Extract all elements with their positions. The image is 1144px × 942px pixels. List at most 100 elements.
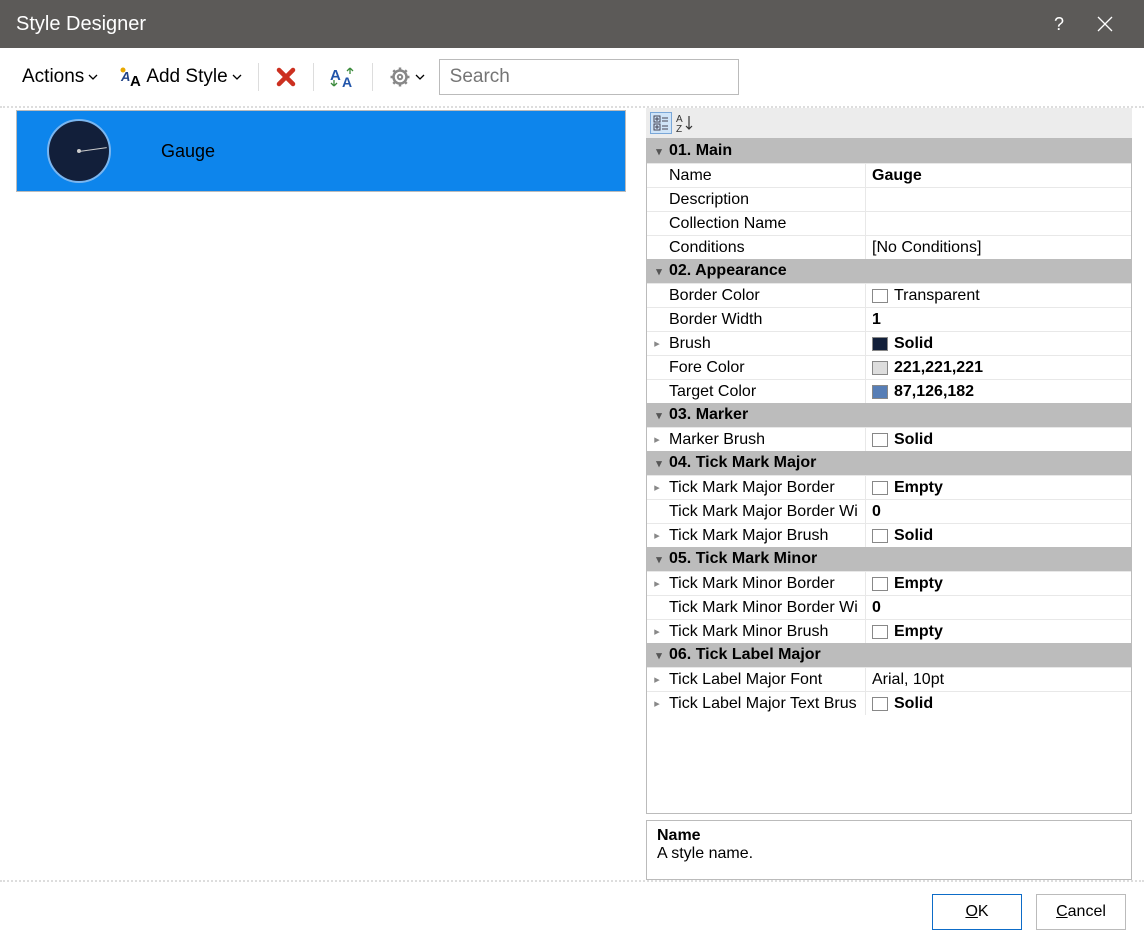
- color-swatch: [872, 529, 888, 543]
- window-title: Style Designer: [16, 13, 1036, 36]
- category-header[interactable]: ▾05. Tick Mark Minor: [647, 547, 1131, 571]
- property-grid-toolbar: A Z: [646, 108, 1132, 138]
- property-row[interactable]: ▸Tick Mark Minor BrushEmpty: [647, 619, 1131, 643]
- category-header[interactable]: ▾02. Appearance: [647, 259, 1131, 283]
- actions-label: Actions: [22, 66, 84, 88]
- color-swatch: [872, 385, 888, 399]
- property-row[interactable]: Collection Name: [647, 211, 1131, 235]
- category-header[interactable]: ▾04. Tick Mark Major: [647, 451, 1131, 475]
- property-value[interactable]: Solid: [865, 428, 1131, 451]
- style-item-gauge[interactable]: Gauge: [17, 111, 625, 191]
- property-row[interactable]: ▸Tick Label Major FontArial, 10pt: [647, 667, 1131, 691]
- property-row[interactable]: ▸Tick Mark Minor BorderEmpty: [647, 571, 1131, 595]
- property-value-text: 1: [872, 311, 881, 329]
- font-size-button[interactable]: A A: [324, 61, 362, 93]
- property-row[interactable]: Target Color 87,126,182: [647, 379, 1131, 403]
- property-value-text: [No Conditions]: [872, 239, 981, 257]
- collapse-icon[interactable]: ▾: [651, 145, 667, 158]
- property-row[interactable]: Fore Color221,221,221: [647, 355, 1131, 379]
- collapse-icon[interactable]: ▾: [651, 265, 667, 278]
- category-header[interactable]: ▾01. Main: [647, 139, 1131, 163]
- property-value[interactable]: [No Conditions]: [865, 236, 1131, 259]
- collapse-icon[interactable]: ▾: [651, 649, 667, 662]
- add-style-icon: A A: [118, 66, 142, 88]
- collapse-icon[interactable]: ▾: [651, 553, 667, 566]
- property-value[interactable]: Gauge: [865, 164, 1131, 187]
- property-row[interactable]: ▸Brush Solid: [647, 331, 1131, 355]
- expand-icon[interactable]: ▸: [647, 697, 667, 710]
- category-title: 05. Tick Mark Minor: [667, 550, 817, 568]
- collapse-icon[interactable]: ▾: [651, 409, 667, 422]
- cancel-button[interactable]: Cancel: [1036, 894, 1126, 930]
- property-value[interactable]: [865, 212, 1131, 235]
- close-icon[interactable]: [1082, 0, 1128, 48]
- property-row[interactable]: ▸Tick Label Major Text BrusSolid: [647, 691, 1131, 715]
- property-grid-scroll[interactable]: ▾01. MainNameGauge Description Collection …: [647, 139, 1131, 813]
- search-input[interactable]: [439, 59, 739, 95]
- property-value[interactable]: [865, 188, 1131, 211]
- color-swatch: [872, 289, 888, 303]
- expand-icon[interactable]: ▸: [647, 433, 667, 446]
- property-row[interactable]: NameGauge: [647, 163, 1131, 187]
- property-value[interactable]: 87,126,182: [865, 380, 1131, 403]
- property-value[interactable]: Empty: [865, 476, 1131, 499]
- property-label: Tick Mark Minor Border Wi: [667, 599, 865, 617]
- property-value[interactable]: Transparent: [865, 284, 1131, 307]
- property-row[interactable]: ▸Marker BrushSolid: [647, 427, 1131, 451]
- property-row[interactable]: Description: [647, 187, 1131, 211]
- font-size-icon: A A: [330, 65, 356, 89]
- categorized-view-button[interactable]: [650, 112, 672, 134]
- property-value[interactable]: 221,221,221: [865, 356, 1131, 379]
- property-value[interactable]: 0: [865, 500, 1131, 523]
- color-swatch: [872, 337, 888, 351]
- property-value[interactable]: Arial, 10pt: [865, 668, 1131, 691]
- property-value-text: Empty: [894, 623, 943, 641]
- property-value-text: 87,126,182: [894, 383, 974, 401]
- alphabetical-view-button[interactable]: A Z: [674, 112, 696, 134]
- property-label: Conditions: [667, 239, 865, 257]
- svg-text:A: A: [330, 67, 341, 84]
- expand-icon[interactable]: ▸: [647, 673, 667, 686]
- property-row[interactable]: Tick Mark Major Border Wi0: [647, 499, 1131, 523]
- expand-icon[interactable]: ▸: [647, 337, 667, 350]
- property-row[interactable]: Conditions [No Conditions]: [647, 235, 1131, 259]
- actions-dropdown[interactable]: Actions: [16, 62, 104, 92]
- property-row[interactable]: Tick Mark Minor Border Wi0: [647, 595, 1131, 619]
- main-area: Gauge A Z ▾01. MainNameGaugeDes: [0, 108, 1144, 882]
- help-icon[interactable]: ?: [1036, 0, 1082, 48]
- property-row[interactable]: Border ColorTransparent: [647, 283, 1131, 307]
- expand-icon[interactable]: ▸: [647, 625, 667, 638]
- property-value-text: Empty: [894, 575, 943, 593]
- ok-button[interactable]: OK: [932, 894, 1022, 930]
- collapse-icon[interactable]: ▾: [651, 457, 667, 470]
- property-value[interactable]: Solid: [865, 692, 1131, 715]
- property-label: Description: [667, 191, 865, 209]
- property-row[interactable]: ▸Tick Mark Major BorderEmpty: [647, 475, 1131, 499]
- property-value-text: Gauge: [872, 167, 922, 185]
- property-value[interactable]: 1: [865, 308, 1131, 331]
- expand-icon[interactable]: ▸: [647, 529, 667, 542]
- property-row[interactable]: Border Width1: [647, 307, 1131, 331]
- category-header[interactable]: ▾06. Tick Label Major: [647, 643, 1131, 667]
- property-value[interactable]: 0: [865, 596, 1131, 619]
- delete-button[interactable]: [269, 62, 303, 92]
- category-header[interactable]: ▾03. Marker: [647, 403, 1131, 427]
- property-label: Brush: [667, 335, 865, 353]
- property-value[interactable]: Solid: [865, 524, 1131, 547]
- property-value-text: Solid: [894, 335, 933, 353]
- property-row[interactable]: ▸Tick Mark Major BrushSolid: [647, 523, 1131, 547]
- property-value-text: 0: [872, 503, 881, 521]
- toolbar-divider: [372, 63, 373, 91]
- property-label: Tick Mark Major Brush: [667, 527, 865, 545]
- color-swatch: [872, 577, 888, 591]
- expand-icon[interactable]: ▸: [647, 481, 667, 494]
- property-value[interactable]: Empty: [865, 620, 1131, 643]
- add-style-dropdown[interactable]: A A Add Style: [112, 62, 247, 92]
- property-value[interactable]: Solid: [865, 332, 1131, 355]
- property-value-text: Transparent: [894, 287, 980, 305]
- property-label: Target Color: [667, 383, 865, 401]
- expand-icon[interactable]: ▸: [647, 577, 667, 590]
- settings-dropdown[interactable]: [383, 62, 431, 92]
- toolbar-divider: [313, 63, 314, 91]
- property-value[interactable]: Empty: [865, 572, 1131, 595]
